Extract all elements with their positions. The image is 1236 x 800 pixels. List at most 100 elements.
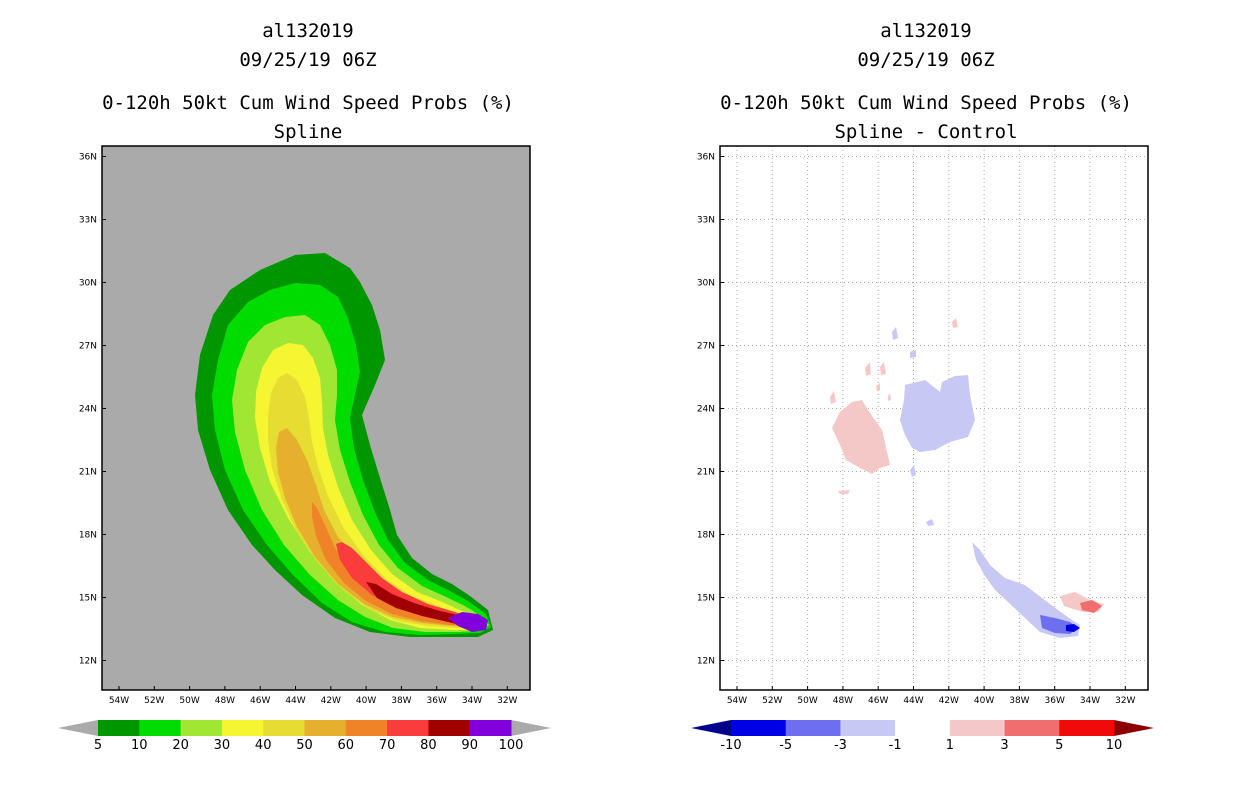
right-panel: al132019 09/25/19 06Z 0-120h 50kt Cum Wi… — [691, 20, 1154, 753]
lat-tick-label: 33N — [79, 216, 97, 226]
left-subtitle: Spline — [274, 121, 343, 143]
diff-speck-pos-6 — [952, 318, 958, 328]
diff-speck-pos-4 — [876, 383, 880, 391]
colorbar-label: 50 — [296, 738, 313, 753]
colorbar-label: -10 — [720, 738, 741, 753]
lat-tick-label: 30N — [79, 279, 97, 289]
colorbar-over-triangle — [511, 720, 551, 736]
colorbar-bin — [180, 720, 223, 736]
left-colorbar: 5 10 20 30 40 50 60 70 80 90 100 — [58, 720, 551, 753]
colorbar-label: 1 — [946, 738, 954, 753]
lat-tick-label: 36N — [697, 153, 715, 163]
lon-tick-label: 36W — [1045, 696, 1065, 706]
colorbar-bin — [139, 720, 182, 736]
colorbar-label: 80 — [420, 738, 437, 753]
diff-speck-pos-2 — [880, 362, 886, 375]
lon-tick-label: 50W — [797, 696, 817, 706]
left-probability-contours — [195, 253, 493, 637]
colorbar-bin — [785, 720, 841, 736]
colorbar-label: 100 — [499, 738, 524, 753]
left-lat-ticks: 12N 15N 18N 21N 24N 27N 30N 33N 36N — [79, 153, 106, 667]
diff-speck-neg-2 — [910, 350, 916, 358]
diff-area-neg-2 — [972, 542, 1080, 638]
lat-tick-label: 27N — [697, 342, 715, 352]
right-map-frame — [719, 145, 1149, 691]
contour-80 — [366, 582, 476, 628]
diff-speck-pos-3 — [830, 391, 836, 404]
lat-tick-label: 12N — [697, 657, 715, 667]
lon-tick-label: 32W — [1115, 696, 1135, 706]
lon-tick-label: 42W — [321, 696, 341, 706]
lon-tick-label: 38W — [1009, 696, 1029, 706]
diff-area-neg-4 — [1066, 624, 1080, 632]
lat-tick-label: 24N — [697, 405, 715, 415]
lat-tick-label: 12N — [79, 657, 97, 667]
colorbar-label: 70 — [379, 738, 396, 753]
colorbar-bin — [949, 720, 1006, 736]
colorbar-label: 60 — [338, 738, 355, 753]
lon-tick-label: 40W — [974, 696, 994, 706]
colorbar-label: 5 — [94, 738, 102, 753]
left-lon-ticks: 54W 52W 50W 48W 46W 44W 42W 40W 38W 36W 34W 32W — [109, 686, 518, 706]
colorbar-label: 10 — [131, 738, 148, 753]
diff-area-pos-1 — [832, 400, 890, 474]
colorbar-bin — [263, 720, 305, 736]
colorbar-bin — [895, 720, 951, 736]
colorbar-label: -5 — [779, 738, 792, 753]
colorbar-over-triangle — [1114, 720, 1154, 736]
colorbar-bin — [731, 720, 787, 736]
colorbar-label: -3 — [834, 738, 847, 753]
diff-speck-neg-1 — [892, 327, 898, 340]
colorbar-label: -1 — [889, 738, 902, 753]
lat-tick-label: 24N — [79, 405, 97, 415]
colorbar-bin — [1004, 720, 1060, 736]
colorbar-under-triangle — [58, 720, 98, 736]
right-difference-contours — [830, 318, 1104, 638]
colorbar-bin — [387, 720, 429, 736]
lon-tick-label: 54W — [109, 696, 129, 706]
colorbar-label: 30 — [214, 738, 231, 753]
lon-tick-label: 44W — [285, 696, 305, 706]
left-storm-id: al132019 — [262, 20, 354, 42]
right-subtitle: Spline - Control — [834, 121, 1017, 143]
left-datetime: 09/25/19 06Z — [239, 49, 376, 71]
lon-tick-label: 34W — [462, 696, 482, 706]
lon-tick-label: 52W — [762, 696, 782, 706]
colorbar-bin — [221, 720, 264, 736]
lon-tick-label: 38W — [391, 696, 411, 706]
colorbar-bin — [469, 720, 512, 736]
colorbar-bin — [304, 720, 347, 736]
lon-tick-label: 40W — [356, 696, 376, 706]
colorbar-label: 90 — [461, 738, 478, 753]
diff-area-neg-1 — [900, 375, 975, 452]
lat-tick-label: 15N — [79, 594, 97, 604]
right-title: 0-120h 50kt Cum Wind Speed Probs (%) — [720, 92, 1132, 114]
colorbar-bin — [98, 720, 140, 736]
colorbar-label: 5 — [1055, 738, 1063, 753]
lat-tick-label: 27N — [79, 342, 97, 352]
diff-speck-pos-7 — [838, 490, 850, 494]
lat-tick-label: 18N — [79, 531, 97, 541]
lat-tick-label: 30N — [697, 279, 715, 289]
lon-tick-label: 54W — [727, 696, 747, 706]
left-panel: al132019 09/25/19 06Z 0-120h 50kt Cum Wi… — [58, 20, 551, 753]
lat-tick-label: 18N — [697, 531, 715, 541]
lon-tick-label: 50W — [179, 696, 199, 706]
lon-tick-label: 46W — [250, 696, 270, 706]
lon-tick-label: 52W — [144, 696, 164, 706]
lon-tick-label: 44W — [903, 696, 923, 706]
left-title: 0-120h 50kt Cum Wind Speed Probs (%) — [102, 92, 514, 114]
left-map-frame — [101, 145, 531, 691]
colorbar-label: 3 — [1000, 738, 1008, 753]
right-datetime: 09/25/19 06Z — [857, 49, 994, 71]
colorbar-label: 10 — [1106, 738, 1123, 753]
lon-tick-label: 46W — [868, 696, 888, 706]
lon-tick-label: 36W — [427, 696, 447, 706]
colorbar-label: 20 — [172, 738, 189, 753]
contour-90 — [448, 612, 488, 632]
lat-tick-label: 33N — [697, 216, 715, 226]
diff-speck-neg-4 — [926, 519, 934, 526]
lon-tick-label: 32W — [497, 696, 517, 706]
diff-area-pos-3 — [1080, 600, 1102, 613]
